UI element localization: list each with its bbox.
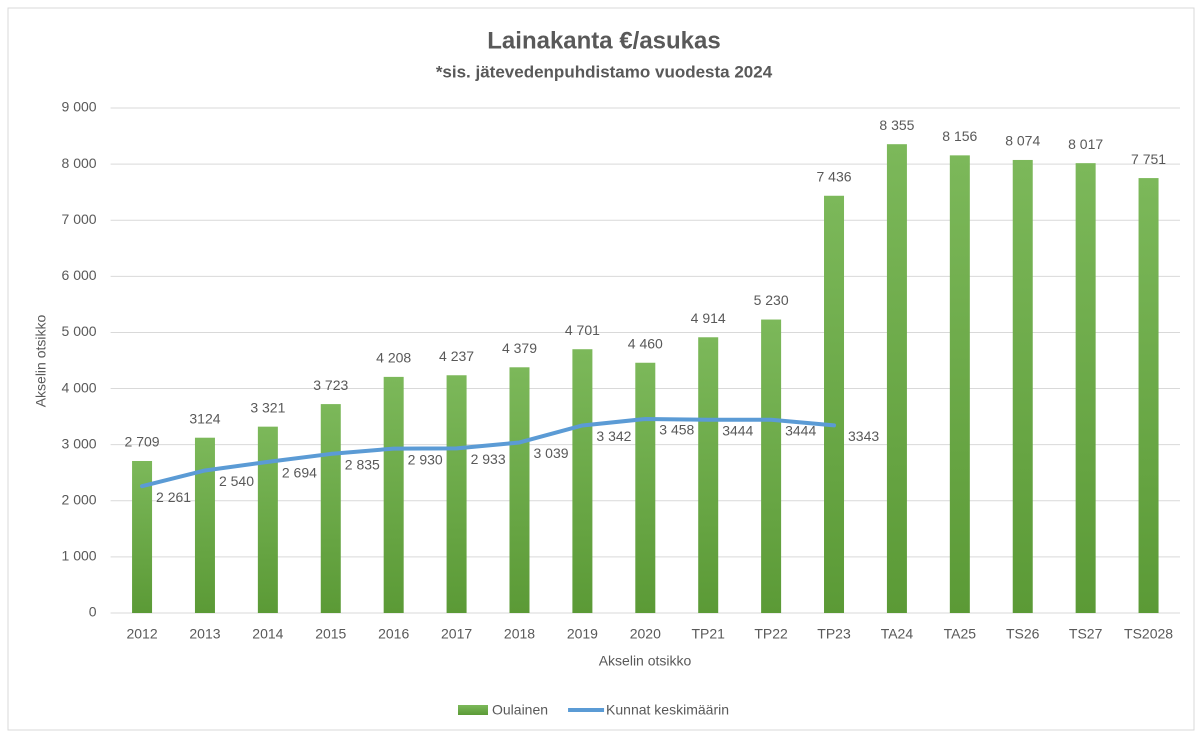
y-tick-label: 2 000 [62, 491, 97, 507]
bar-value-label: 4 460 [628, 335, 663, 351]
y-tick-label: 3 000 [62, 435, 97, 451]
y-tick-label: 6 000 [62, 267, 97, 283]
bar-value-label: 4 208 [376, 350, 411, 366]
x-tick-label: 2017 [441, 626, 472, 642]
bar-value-label: 8 355 [879, 117, 914, 133]
x-tick-label: TA25 [944, 626, 977, 642]
bar [698, 337, 719, 613]
bar [509, 367, 530, 613]
bar [761, 319, 782, 613]
bar [572, 349, 593, 613]
x-tick-label: TS26 [1006, 626, 1040, 642]
bar [949, 155, 970, 613]
x-tick-label: 2018 [504, 626, 535, 642]
line-value-label: 3 458 [659, 422, 694, 438]
x-tick-label: 2013 [189, 626, 220, 642]
x-tick-label: TA24 [881, 626, 914, 642]
bar-value-label: 3 723 [313, 377, 348, 393]
line-value-label: 3444 [722, 422, 753, 438]
x-tick-label: 2020 [630, 626, 661, 642]
bar-value-label: 8 156 [942, 128, 977, 144]
y-tick-label: 7 000 [62, 211, 97, 227]
bar [257, 426, 278, 613]
line-value-label: 2 930 [408, 451, 443, 467]
x-tick-label: 2015 [315, 626, 346, 642]
x-tick-label: 2016 [378, 626, 409, 642]
x-axis-title: Akselin otsikko [599, 653, 692, 669]
y-tick-label: 8 000 [62, 155, 97, 171]
line-value-label: 2 694 [282, 465, 317, 481]
y-axis-title: Akselin otsikko [33, 314, 49, 407]
x-tick-label: TP23 [817, 626, 851, 642]
y-tick-label: 5 000 [62, 323, 97, 339]
bar-value-label: 2 709 [125, 434, 160, 450]
bar-value-label: 5 230 [754, 292, 789, 308]
bar [1138, 178, 1159, 614]
bar-value-label: 7 436 [816, 168, 851, 184]
bar [886, 144, 907, 614]
bar [132, 460, 153, 613]
line-value-label: 2 261 [156, 489, 191, 505]
bar [635, 362, 656, 613]
bar [446, 375, 467, 613]
bar-value-label: 4 237 [439, 348, 474, 364]
bar [1012, 159, 1033, 613]
x-tick-label: 2019 [567, 626, 598, 642]
line-value-label: 3 039 [533, 445, 568, 461]
line-value-label: 3 342 [596, 428, 631, 444]
bar [1075, 163, 1096, 613]
bar-value-label: 7 751 [1131, 151, 1166, 167]
x-tick-label: TP22 [754, 626, 788, 642]
y-tick-label: 1 000 [62, 548, 97, 564]
line-value-label: 2 933 [471, 451, 506, 467]
legend-label: Oulainen [492, 702, 548, 718]
line-value-label: 2 835 [345, 457, 380, 473]
line-value-label: 3444 [785, 422, 816, 438]
bar-value-label: 4 379 [502, 340, 537, 356]
bar [383, 376, 404, 613]
bar-value-label: 8 074 [1005, 133, 1040, 149]
y-tick-label: 0 [89, 604, 97, 620]
bar [320, 404, 341, 613]
x-tick-label: TP21 [691, 626, 725, 642]
legend-swatch [458, 705, 488, 715]
bar [194, 437, 215, 613]
x-tick-label: TS2028 [1124, 626, 1173, 642]
bar-value-label: 3124 [189, 410, 220, 426]
line [140, 416, 837, 489]
line-value-label: 2 540 [219, 473, 254, 489]
y-tick-label: 4 000 [62, 379, 97, 395]
chart-title: Lainakanta €/asukas [487, 27, 720, 54]
x-tick-label: 2012 [126, 626, 157, 642]
line-value-label: 3343 [848, 428, 879, 444]
legend-label: Kunnat keskimäärin [606, 702, 729, 718]
bar [824, 195, 845, 613]
bar-value-label: 3 321 [250, 399, 285, 415]
chart-subtitle: *sis. jätevedenpuhdistamo vuodesta 2024 [436, 62, 773, 81]
bar-value-label: 4 701 [565, 322, 600, 338]
x-tick-label: TS27 [1069, 626, 1103, 642]
bar-value-label: 8 017 [1068, 136, 1103, 152]
x-tick-label: 2014 [252, 626, 283, 642]
y-tick-label: 9 000 [62, 99, 97, 115]
bar-value-label: 4 914 [691, 310, 726, 326]
